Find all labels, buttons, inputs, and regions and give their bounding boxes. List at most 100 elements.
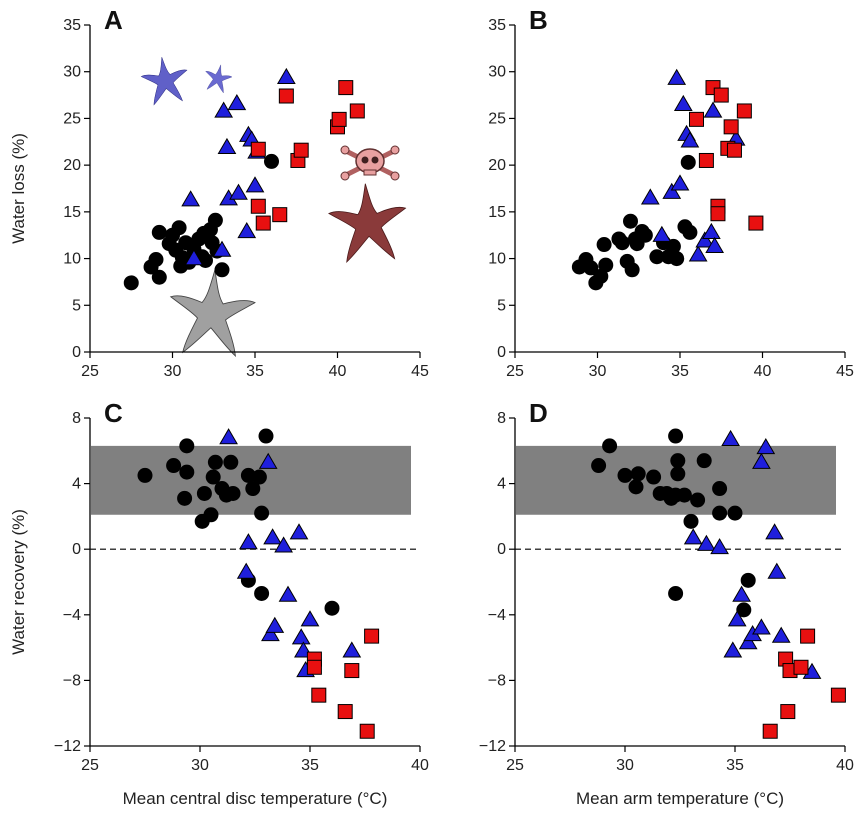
data-point-circle: [665, 238, 681, 254]
panel-letter: B: [529, 5, 548, 35]
data-point-circle: [196, 485, 212, 501]
data-point-square: [311, 687, 327, 703]
data-point-circle: [207, 212, 223, 228]
data-point-circle: [214, 262, 230, 278]
y-tick-label: 30: [488, 64, 506, 81]
x-tick-label: 30: [191, 757, 209, 774]
data-point-circle: [207, 454, 223, 470]
data-point-circle: [646, 469, 662, 485]
panel-b: 25 30 35 40 45 0 5 10 15 20 25 30 35 B: [488, 5, 854, 380]
y-axis-title: Water loss (%): [9, 133, 28, 244]
data-point-triangle: [652, 225, 672, 242]
data-point-circle: [602, 438, 618, 454]
data-point-circle: [649, 249, 665, 265]
data-point-circle: [151, 269, 167, 285]
panel-a: 25 30 35 40 45 0 5 10 15 20 25 30 35 A Water loss (%): [9, 5, 429, 380]
y-tick-label: 0: [497, 541, 506, 558]
data-point-triangle: [342, 641, 362, 658]
data-point-circle: [682, 224, 698, 240]
x-tick-label: 25: [81, 363, 99, 380]
panel-c: 25 30 35 40 −12 −8 −4 0 4 8 C Water recovery (%) Mea…: [9, 398, 429, 808]
data-point-circle: [137, 467, 153, 483]
data-point-triangle: [695, 231, 715, 248]
y-tick-label: −8: [488, 672, 506, 689]
data-point-square: [344, 663, 360, 679]
data-point-triangle: [705, 236, 725, 254]
data-point-square: [306, 659, 322, 675]
y-tick-label: 8: [497, 410, 506, 427]
data-point-circle: [177, 490, 193, 506]
data-point-triangle: [265, 616, 285, 633]
x-axis-title: Mean arm temperature (°C): [576, 789, 784, 808]
data-point-square: [250, 141, 266, 157]
data-point-square: [726, 142, 742, 158]
data-point-circle: [254, 505, 270, 521]
data-point-circle: [669, 251, 685, 267]
data-point-triangle: [767, 562, 787, 579]
starfish-red-icon: [326, 180, 410, 264]
data-point-triangle: [291, 628, 311, 645]
data-point-triangle: [732, 585, 751, 602]
y-tick-label: 0: [72, 344, 81, 361]
data-point-circle: [614, 235, 630, 251]
data-point-triangle: [771, 626, 791, 643]
data-point-circle: [203, 507, 219, 523]
data-point-square: [713, 87, 729, 103]
x-tick-label: 40: [411, 757, 429, 774]
y-tick-label: 10: [488, 251, 506, 268]
data-point-square: [762, 723, 778, 739]
y-tick-label: 0: [497, 344, 506, 361]
x-tick-label: 30: [164, 363, 182, 380]
y-tick-label: 15: [488, 204, 506, 221]
data-point-triangle: [300, 610, 320, 627]
data-point-circle: [736, 602, 752, 618]
data-point-triangle: [688, 245, 708, 262]
data-point-triangle: [245, 176, 265, 193]
data-point-circle: [583, 260, 599, 276]
data-point-triangle: [261, 624, 280, 642]
data-point-triangle: [721, 429, 740, 446]
y-axis-title: Water recovery (%): [9, 509, 28, 655]
data-point-triangle: [752, 618, 771, 635]
y-tick-label: 25: [63, 110, 81, 127]
data-point-square: [250, 198, 266, 214]
data-point-circle: [240, 467, 256, 483]
data-point-circle: [696, 453, 712, 469]
data-point-circle: [324, 600, 340, 616]
data-point-circle: [670, 453, 686, 469]
data-point-square: [349, 103, 365, 119]
data-point-triangle: [683, 528, 703, 545]
data-point-triangle: [229, 183, 248, 200]
x-tick-label: 45: [411, 363, 429, 380]
data-point-triangle: [738, 633, 758, 650]
data-point-triangle: [212, 240, 232, 257]
y-tick-label: 35: [63, 17, 81, 34]
x-tick-label: 40: [836, 757, 854, 774]
data-point-circle: [591, 458, 607, 474]
data-point-square: [698, 152, 714, 168]
y-tick-label: 35: [488, 17, 506, 34]
data-point-square: [337, 704, 353, 720]
data-point-circle: [251, 469, 267, 485]
data-point-triangle: [723, 641, 743, 658]
y-tick-label: 15: [63, 204, 81, 221]
data-point-circle: [598, 257, 614, 273]
x-tick-label: 35: [246, 363, 264, 380]
data-point-triangle: [184, 249, 204, 266]
data-point-triangle: [236, 562, 256, 579]
data-point-triangle: [756, 438, 776, 455]
data-point-square: [338, 80, 354, 96]
data-point-circle: [223, 454, 239, 470]
data-point-circle: [151, 224, 167, 240]
data-point-circle: [148, 252, 164, 268]
y-tick-label: 20: [488, 157, 506, 174]
data-point-triangle: [662, 182, 682, 199]
data-point-circle: [617, 467, 633, 483]
data-point-circle: [740, 572, 756, 588]
data-point-triangle: [263, 528, 282, 545]
skull-crossbones-icon: [340, 145, 400, 181]
y-tick-label: 4: [497, 476, 506, 493]
data-point-square: [272, 207, 288, 223]
y-tick-label: 5: [72, 297, 81, 314]
data-point-triangle: [237, 221, 257, 239]
